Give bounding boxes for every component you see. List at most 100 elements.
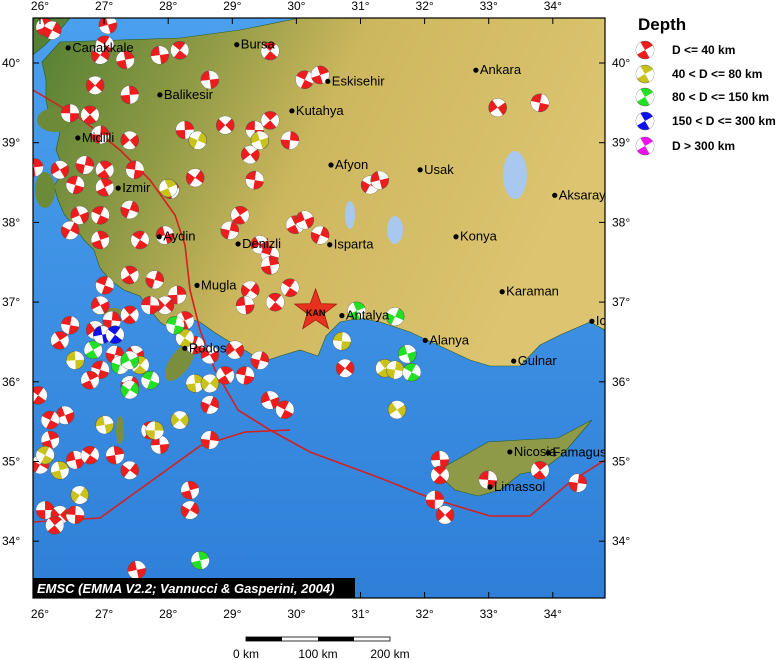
event-beachball[interactable] [141,296,160,315]
city-marker[interactable]: Gulnar [511,353,557,368]
city-marker[interactable]: Mugla [194,277,237,292]
event-beachball[interactable] [175,120,195,140]
legend-beachball-icon[interactable] [633,109,658,134]
event-beachball[interactable] [259,389,282,412]
event-beachball[interactable] [222,337,247,362]
event-beachball[interactable] [385,360,406,381]
city-marker[interactable]: Kutahya [289,103,344,118]
event-beachball[interactable] [198,393,222,417]
event-beachball[interactable] [257,38,282,63]
event-beachball[interactable] [235,365,256,386]
city-marker[interactable]: Izmir [115,180,151,195]
event-beachball[interactable] [167,285,187,305]
event-beachball[interactable] [58,218,82,242]
event-beachball[interactable] [183,165,208,190]
event-beachball[interactable] [248,129,271,152]
event-beachball[interactable] [67,483,92,508]
event-beachball[interactable] [369,169,391,191]
city-marker[interactable]: Rodos [182,340,227,355]
event-beachball[interactable] [94,414,115,435]
event-beachball[interactable] [144,269,166,291]
event-beachball[interactable] [38,408,62,432]
event-beachball[interactable] [139,369,162,392]
event-beachball[interactable] [77,102,102,127]
event-beachball[interactable] [273,398,297,422]
event-beachball[interactable] [308,224,331,247]
event-beachball[interactable] [88,203,112,227]
event-beachball[interactable] [93,175,117,199]
event-beachball[interactable] [97,14,119,36]
city-marker[interactable]: Limassol [487,479,545,494]
event-beachball[interactable] [156,176,180,200]
event-beachball[interactable] [278,275,303,300]
event-beachball[interactable] [186,128,210,152]
event-beachball[interactable] [529,92,550,113]
event-beachball[interactable] [117,128,142,153]
event-beachball[interactable] [219,220,241,242]
event-beachball[interactable] [150,435,170,455]
event-beachball[interactable] [93,274,116,297]
event-beachball[interactable] [179,479,201,501]
event-beachball[interactable] [117,302,142,327]
event-beachball[interactable] [154,224,176,246]
epicenter-star[interactable]: KAN [293,287,338,330]
event-beachball[interactable] [427,462,452,487]
event-beachball[interactable] [82,73,107,98]
event-beachball[interactable] [92,157,117,182]
event-beachball[interactable] [425,490,445,510]
event-beachball[interactable] [263,289,288,314]
event-beachball[interactable] [128,228,153,253]
event-beachball[interactable] [117,458,142,483]
event-beachball[interactable] [66,505,85,525]
event-beachball[interactable] [309,64,332,87]
event-beachball[interactable] [293,208,316,231]
event-beachball[interactable] [120,85,139,105]
event-beachball[interactable] [227,203,252,228]
legend-beachball-icon[interactable] [633,134,658,159]
city-marker[interactable]: Usak [417,162,455,177]
event-beachball[interactable] [280,131,300,151]
event-beachball[interactable] [293,68,317,92]
city-marker[interactable]: Aksaray [552,187,606,202]
event-beachball[interactable] [200,70,220,90]
legend-beachball-icon[interactable] [633,85,658,110]
city-marker[interactable]: Bursa [234,37,276,52]
event-beachball[interactable] [40,18,64,42]
event-beachball[interactable] [88,293,112,317]
event-beachball[interactable] [89,228,112,251]
city-marker[interactable]: Karaman [499,284,559,299]
event-beachball[interactable] [478,470,498,490]
event-beachball[interactable] [60,103,80,123]
city-marker[interactable]: Aydin [156,229,196,244]
event-beachball[interactable] [91,125,110,144]
event-beachball[interactable] [400,360,424,384]
city-marker[interactable]: Alanya [422,332,470,347]
event-beachball[interactable] [200,430,220,450]
event-beachball[interactable] [35,500,55,520]
event-beachball[interactable] [152,293,177,318]
event-beachball[interactable] [396,343,419,366]
event-beachball[interactable] [33,443,57,467]
event-beachball[interactable] [249,349,271,371]
event-beachball[interactable] [42,513,67,538]
event-beachball[interactable] [74,154,95,175]
event-beachball[interactable] [81,338,106,363]
event-beachball[interactable] [213,112,238,137]
event-beachball[interactable] [48,157,73,182]
event-beachball[interactable] [115,49,136,70]
event-beachball[interactable] [383,304,407,328]
event-beachball[interactable] [47,328,72,353]
city-marker[interactable]: Eskisehir [325,73,385,88]
city-marker[interactable]: Nicosia [507,444,557,459]
event-beachball[interactable] [527,458,552,483]
city-marker[interactable]: Balikesir [157,87,214,102]
event-beachball[interactable] [185,373,205,393]
event-beachball[interactable] [257,108,282,133]
city-marker[interactable]: Ankara [473,62,522,77]
city-marker[interactable]: Konya [453,229,498,244]
event-beachball[interactable] [244,170,265,191]
event-beachball[interactable] [49,459,71,481]
city-marker[interactable]: Afyon [328,157,368,172]
event-beachball[interactable] [385,397,410,422]
event-beachball[interactable] [24,157,44,177]
